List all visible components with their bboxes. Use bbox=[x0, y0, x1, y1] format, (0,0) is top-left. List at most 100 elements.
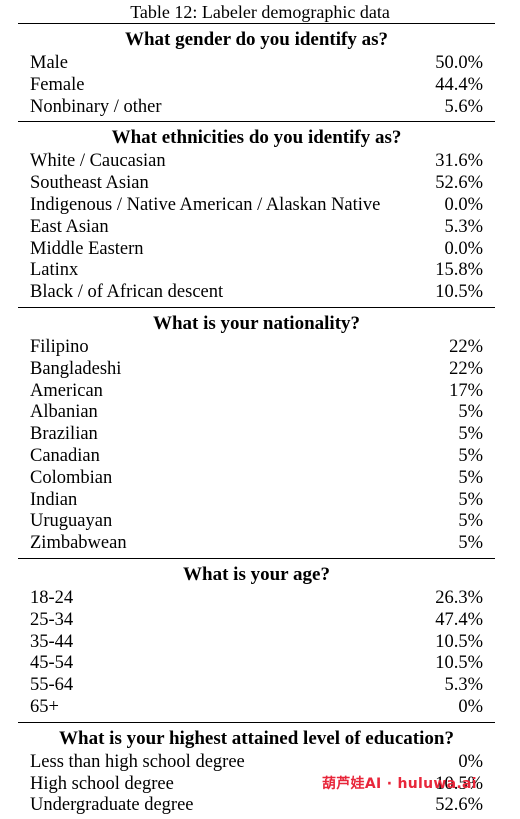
table-row: Female 44.4% bbox=[18, 75, 495, 97]
row-label: 18-24 bbox=[30, 587, 74, 608]
table-top-rule bbox=[18, 23, 495, 24]
table-row: 45-54 10.5% bbox=[18, 653, 495, 675]
table-body: What gender do you identify as? Male 50.0%… bbox=[18, 29, 495, 819]
row-label: Latinx bbox=[30, 260, 79, 281]
table-row: Black / of African descent 10.5% bbox=[18, 282, 495, 304]
table-caption: Table 12: Labeler demographic data bbox=[130, 2, 390, 22]
table-row: Filipino 22% bbox=[18, 337, 495, 359]
row-label: Less than high school degree bbox=[30, 751, 245, 772]
table-row: Zimbabwean 5% bbox=[18, 533, 495, 555]
table-section: What is your highest attained level of e… bbox=[18, 728, 495, 819]
row-label: Indigenous / Native American / Alaskan N… bbox=[30, 194, 381, 215]
table-row: Less than high school degree 0% bbox=[18, 752, 495, 774]
table-row: Colombian 5% bbox=[18, 468, 495, 490]
row-value: 5% bbox=[458, 445, 483, 466]
row-value: 0.0% bbox=[444, 238, 483, 259]
row-value: 0.0% bbox=[444, 194, 483, 215]
table-row: Brazilian 5% bbox=[18, 424, 495, 446]
section-title: What is your age? bbox=[183, 563, 330, 585]
table-row: Albanian 5% bbox=[18, 402, 495, 424]
watermark: 葫芦娃AI · huluwa.ai bbox=[322, 776, 477, 792]
row-value: 5.3% bbox=[444, 675, 483, 696]
table-row: Middle Eastern 0.0% bbox=[18, 239, 495, 261]
row-value: 26.3% bbox=[435, 587, 483, 608]
table-section: What is your age? 18-24 26.3% 25-34 47.4% 35-… bbox=[18, 564, 495, 723]
section-title: What gender do you identify as? bbox=[124, 29, 389, 50]
row-value: 5.3% bbox=[444, 216, 483, 237]
table-row: Indigenous / Native American / Alaskan N… bbox=[18, 195, 495, 217]
table-row: Indian 5% bbox=[18, 490, 495, 512]
section-title: What is your nationality? bbox=[152, 312, 361, 334]
row-value: 22% bbox=[449, 336, 483, 357]
row-label: 55-64 bbox=[30, 675, 74, 696]
row-value: 10.5% bbox=[435, 282, 483, 303]
row-value: 17% bbox=[449, 380, 483, 401]
table-row: Latinx 15.8% bbox=[18, 260, 495, 282]
table-row: Southeast Asian 52.6% bbox=[18, 173, 495, 195]
row-value: 5% bbox=[458, 402, 483, 423]
row-value: 5% bbox=[458, 511, 483, 532]
row-value: 22% bbox=[449, 358, 483, 379]
table-row: 65+ 0% bbox=[18, 697, 495, 719]
row-label: Bangladeshi bbox=[30, 358, 122, 379]
table-row: Undergraduate degree 52.6% bbox=[18, 795, 495, 817]
row-label: Male bbox=[30, 53, 69, 73]
table-section: What gender do you identify as? Male 50.0%… bbox=[18, 29, 495, 123]
row-label: Black / of African descent bbox=[30, 282, 224, 303]
row-label: Female bbox=[30, 74, 85, 95]
table-row: White / Caucasian 31.6% bbox=[18, 151, 495, 173]
row-label: Brazilian bbox=[30, 424, 98, 445]
row-label: Canadian bbox=[30, 445, 100, 466]
row-value: 5% bbox=[458, 489, 483, 510]
row-value: 10.5% bbox=[435, 773, 483, 794]
row-value: 52.6% bbox=[435, 173, 483, 194]
row-label: Colombian bbox=[30, 467, 113, 488]
row-value: 0% bbox=[458, 696, 483, 717]
row-label: 45-54 bbox=[30, 653, 74, 674]
section-title: What is your highest attained level of e… bbox=[59, 727, 454, 749]
row-label: Filipino bbox=[30, 336, 89, 357]
row-value: 31.6% bbox=[435, 151, 483, 172]
row-value: 10.5% bbox=[435, 653, 483, 674]
row-value: 50.0% bbox=[435, 53, 483, 73]
row-value: 0% bbox=[458, 751, 483, 772]
row-label: 65+ bbox=[30, 696, 59, 717]
table-row: American 17% bbox=[18, 381, 495, 403]
table-row: East Asian 5.3% bbox=[18, 217, 495, 239]
row-value: 44.4% bbox=[435, 74, 483, 95]
demographics-table: What gender do you identify as? Male 50.0%… bbox=[18, 23, 495, 819]
table-row: Nonbinary / other 5.6% bbox=[18, 97, 495, 119]
row-value: 52.6% bbox=[435, 795, 483, 816]
row-label: High school degree bbox=[30, 773, 174, 794]
row-value: 5.6% bbox=[444, 96, 483, 117]
table-row: Male 50.0% bbox=[18, 53, 495, 75]
table-row: 18-24 26.3% bbox=[18, 588, 495, 610]
row-label: Middle Eastern bbox=[30, 238, 144, 259]
row-label: East Asian bbox=[30, 216, 109, 237]
table-row: Bangladeshi 22% bbox=[18, 359, 495, 381]
row-value: 5% bbox=[458, 533, 483, 554]
table-row: Uruguayan 5% bbox=[18, 511, 495, 533]
table-row: Canadian 5% bbox=[18, 446, 495, 468]
table-section: What is your nationality? Filipino 22% Bang… bbox=[18, 313, 495, 559]
row-label: Uruguayan bbox=[30, 511, 113, 532]
row-label: Indian bbox=[30, 489, 78, 510]
row-value: 10.5% bbox=[435, 631, 483, 652]
row-label: 25-34 bbox=[30, 609, 74, 630]
table-row: High school degree 10.5% bbox=[18, 774, 495, 796]
row-value: 15.8% bbox=[435, 260, 483, 281]
table-section: What ethnicities do you identify as? Whit… bbox=[18, 127, 495, 308]
row-label: 35-44 bbox=[30, 631, 74, 652]
row-label: White / Caucasian bbox=[30, 151, 166, 172]
row-label: Albanian bbox=[30, 402, 98, 423]
table-row: 25-34 47.4% bbox=[18, 610, 495, 632]
row-label: Nonbinary / other bbox=[30, 96, 162, 117]
row-label: Undergraduate degree bbox=[30, 795, 194, 816]
table-row: 55-64 5.3% bbox=[18, 675, 495, 697]
table-row: 35-44 10.5% bbox=[18, 632, 495, 654]
row-label: Zimbabwean bbox=[30, 533, 127, 554]
row-value: 5% bbox=[458, 424, 483, 445]
row-value: 5% bbox=[458, 467, 483, 488]
row-value: 47.4% bbox=[435, 609, 483, 630]
